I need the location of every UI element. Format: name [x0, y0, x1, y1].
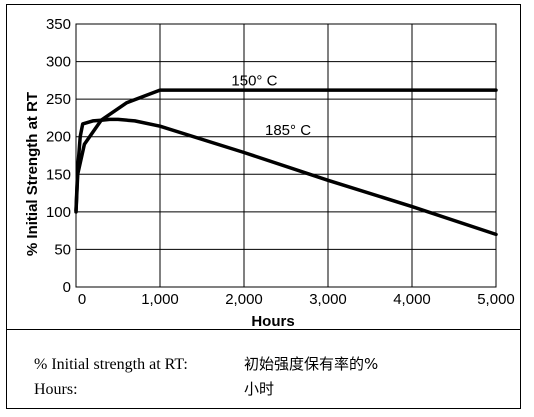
x-tick-label: 2,000: [225, 291, 263, 308]
glossary-box: % Initial strength at RT: 初始强度保有率的% Hours…: [6, 329, 521, 409]
x-tick-label: 4,000: [393, 291, 431, 308]
series-150c-line: [74, 88, 498, 214]
figure-frame: [6, 4, 521, 409]
glossary-translation: 初始强度保有率的%: [244, 355, 379, 373]
glossary-row: Hours: 小时: [34, 378, 274, 399]
x-tick-label: 1,000: [141, 291, 179, 308]
x-tick-label: 3,000: [309, 291, 347, 308]
y-tick-label: 300: [46, 54, 71, 71]
glossary-term: Hours:: [34, 381, 78, 398]
glossary-translation: 小时: [244, 380, 275, 398]
y-tick-label: 150: [46, 166, 71, 183]
y-tick-label: 0: [63, 279, 71, 296]
y-axis-label: % Initial Strength at RT: [24, 92, 41, 256]
y-tick-label: 250: [46, 91, 71, 108]
series-layer: [74, 88, 498, 237]
y-tick-label: 50: [54, 241, 71, 258]
series-185c-line: [74, 117, 498, 237]
series-annotation: 150° C: [231, 73, 277, 90]
tick-labels: 0 1,000 2,000 3,000 4,000 5,000 0 50 100 150 200 25…: [46, 16, 515, 308]
y-tick-label: 100: [46, 204, 71, 221]
y-tick-label: 200: [46, 129, 71, 146]
x-tick-label: 0: [78, 291, 86, 308]
y-tick-label: 350: [46, 16, 71, 33]
glossary-term: % Initial strength at RT:: [34, 356, 188, 373]
annotations: 150° C 185° C: [231, 73, 311, 140]
plot-area: [75, 23, 497, 288]
grid: [76, 24, 496, 287]
series-annotation: 185° C: [265, 122, 311, 139]
x-axis-label: Hours: [251, 313, 294, 330]
glossary-row: % Initial strength at RT: 初始强度保有率的%: [34, 353, 378, 374]
x-tick-label: 5,000: [477, 291, 515, 308]
